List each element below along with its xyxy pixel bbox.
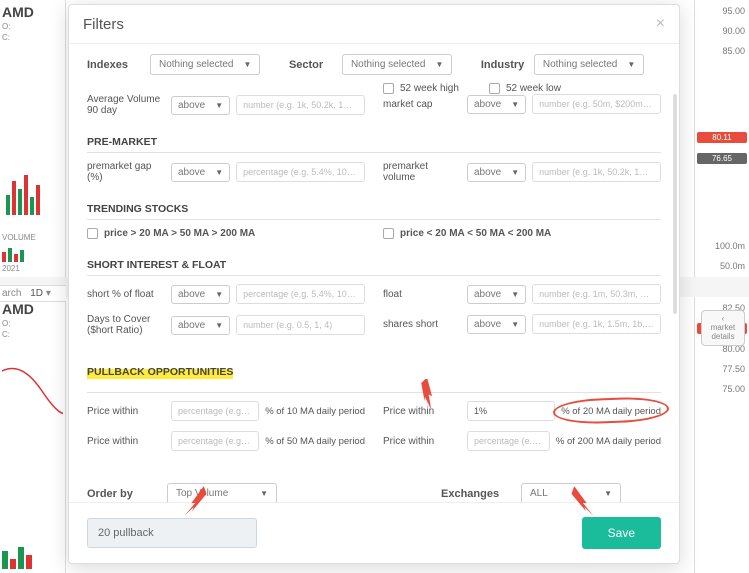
pw10-suffix: % of 10 MA daily period bbox=[265, 406, 365, 417]
week-low-check[interactable] bbox=[489, 83, 500, 94]
section-pullback: PULLBACK OPPORTUNITIES bbox=[87, 356, 233, 380]
pw200-label: Price within bbox=[383, 436, 461, 447]
orderby-dropdown[interactable]: Top Volume▼ bbox=[167, 483, 277, 502]
price-badge-gray: 76.65 bbox=[697, 153, 747, 164]
mcap-cmp[interactable]: above▼ bbox=[467, 95, 526, 114]
float-input[interactable]: number (e.g. 1m, 50.3m, 350m, 1000m) bbox=[532, 284, 661, 304]
avgvol-input[interactable]: number (e.g. 1k, 50.2k, 1m, 200m) bbox=[236, 95, 365, 115]
float-cmp[interactable]: above▼ bbox=[467, 285, 526, 304]
premgap-label: premarket gap (%) bbox=[87, 161, 165, 183]
section-shortfloat: SHORT INTEREST & FLOAT bbox=[87, 249, 661, 276]
pw50-suffix: % of 50 MA daily period bbox=[265, 436, 365, 447]
pw10-label: Price within bbox=[87, 406, 165, 417]
pw200-input[interactable]: percentage (e.g. 5.4%, 10, -15%) bbox=[467, 431, 550, 451]
premvol-cmp[interactable]: above▼ bbox=[467, 163, 526, 182]
dtc-label: Days to Cover ($hort Ratio) bbox=[87, 314, 165, 336]
section-pullback-wrap: PULLBACK OPPORTUNITIES bbox=[87, 346, 661, 393]
dtc-cmp[interactable]: above▼ bbox=[171, 316, 230, 335]
industry-label: Industry bbox=[481, 59, 526, 71]
pw20-input[interactable]: 1% bbox=[467, 401, 555, 421]
indexes-label: Indexes bbox=[87, 59, 142, 71]
chevron-down-icon: ▾ bbox=[46, 288, 51, 299]
price-badge-red: 80.11 bbox=[697, 132, 747, 143]
section-premarket: PRE-MARKET bbox=[87, 126, 661, 153]
filters-modal: Filters × Indexes Nothing selected▼ Sect… bbox=[68, 4, 680, 564]
section-trending: TRENDING STOCKS bbox=[87, 193, 661, 220]
ticker-symbol-2: AMD bbox=[2, 301, 63, 317]
exchanges-dropdown[interactable]: ALL▼ bbox=[521, 483, 621, 502]
trend1-check[interactable] bbox=[87, 228, 98, 239]
premgap-input[interactable]: percentage (e.g. 5.4%, 10, 15%) bbox=[236, 162, 365, 182]
orderby-label: Order by bbox=[87, 488, 157, 500]
week-high-label: 52 week high bbox=[400, 83, 459, 94]
week-high-check[interactable] bbox=[383, 83, 394, 94]
scrollbar[interactable] bbox=[673, 94, 677, 314]
pw20-label: Price within bbox=[383, 406, 461, 417]
save-button[interactable]: Save bbox=[582, 517, 661, 549]
mcap-input[interactable]: number (e.g. 50m, $200m, $1.1b, 10) bbox=[532, 94, 661, 114]
pw20-suffix: % of 20 MA daily period bbox=[561, 406, 661, 417]
premvol-input[interactable]: number (e.g. 1k, 50.2k, 1m, 200m) bbox=[532, 162, 661, 182]
sector-dropdown[interactable]: Nothing selected▼ bbox=[342, 54, 452, 75]
premgap-cmp[interactable]: above▼ bbox=[171, 163, 230, 182]
shortpct-input[interactable]: percentage (e.g. 5.4%, 10, 15%) bbox=[236, 284, 365, 304]
shortpct-cmp[interactable]: above▼ bbox=[171, 285, 230, 304]
trend2-check[interactable] bbox=[383, 228, 394, 239]
modal-title: Filters bbox=[83, 16, 124, 33]
search-row[interactable]: arch 1D ▾ bbox=[0, 285, 66, 302]
pw50-label: Price within bbox=[87, 436, 165, 447]
pw50-input[interactable]: percentage (e.g. 5.4%, 10, -15%) bbox=[171, 431, 259, 451]
ohlc-c: C: bbox=[2, 33, 63, 42]
axis-right-top: 95.00 90.00 85.00 80.11 76.65 100.0m 50.… bbox=[694, 0, 749, 277]
float-label: float bbox=[383, 289, 461, 300]
sshort-input[interactable]: number (e.g. 1k, 1.5m, 1b, 10) bbox=[532, 314, 661, 334]
shortpct-label: short % of float bbox=[87, 289, 165, 300]
orderby-row: Order by Top Volume▼ Exchanges ALL▼ bbox=[87, 479, 661, 502]
ohlc-o: O: bbox=[2, 22, 63, 31]
week-low-label: 52 week low bbox=[506, 83, 561, 94]
premvol-label: premarket volume bbox=[383, 161, 461, 183]
volume-label: VOLUME bbox=[2, 233, 63, 242]
modal-footer: 20 pullback Save bbox=[69, 502, 679, 563]
chevron-down-icon: ▼ bbox=[244, 60, 252, 69]
indexes-dropdown[interactable]: Nothing selected▼ bbox=[150, 54, 260, 75]
mcap-label: market cap bbox=[383, 99, 461, 110]
filter-name-input[interactable]: 20 pullback bbox=[87, 518, 257, 548]
chart-left-top: AMD O: C: VOLUME 2021 bbox=[0, 0, 66, 277]
pw200-suffix: % of 200 MA daily period bbox=[556, 436, 661, 447]
year-label: 2021 bbox=[2, 264, 63, 273]
sshort-cmp[interactable]: above▼ bbox=[467, 315, 526, 334]
dtc-input[interactable]: number (e.g. 0.5, 1, 4) bbox=[236, 315, 365, 335]
line-chart bbox=[2, 341, 63, 538]
trend2-label: price < 20 MA < 50 MA < 200 MA bbox=[400, 228, 551, 239]
sshort-label: shares short bbox=[383, 319, 461, 330]
trend1-label: price > 20 MA > 50 MA > 200 MA bbox=[104, 228, 255, 239]
candles-mini bbox=[6, 155, 59, 215]
close-icon[interactable]: × bbox=[656, 15, 665, 33]
pw10-input[interactable]: percentage (e.g. 5.4%, 10, -15%) bbox=[171, 401, 259, 421]
ticker-symbol: AMD bbox=[2, 4, 63, 20]
industry-dropdown[interactable]: Nothing selected▼ bbox=[534, 54, 644, 75]
exchanges-label: Exchanges bbox=[441, 488, 511, 500]
chart-left-bottom: AMD O: C: bbox=[0, 297, 66, 573]
sector-label: Sector bbox=[289, 59, 334, 71]
avgvol-cmp[interactable]: above▼ bbox=[171, 96, 230, 115]
modal-header: Filters × bbox=[69, 5, 679, 44]
market-details-pill[interactable]: ‹marketdetails bbox=[701, 310, 745, 346]
top-selects-row: Indexes Nothing selected▼ Sector Nothing… bbox=[87, 54, 661, 75]
avgvol-label: Average Volume 90 day bbox=[87, 94, 165, 116]
